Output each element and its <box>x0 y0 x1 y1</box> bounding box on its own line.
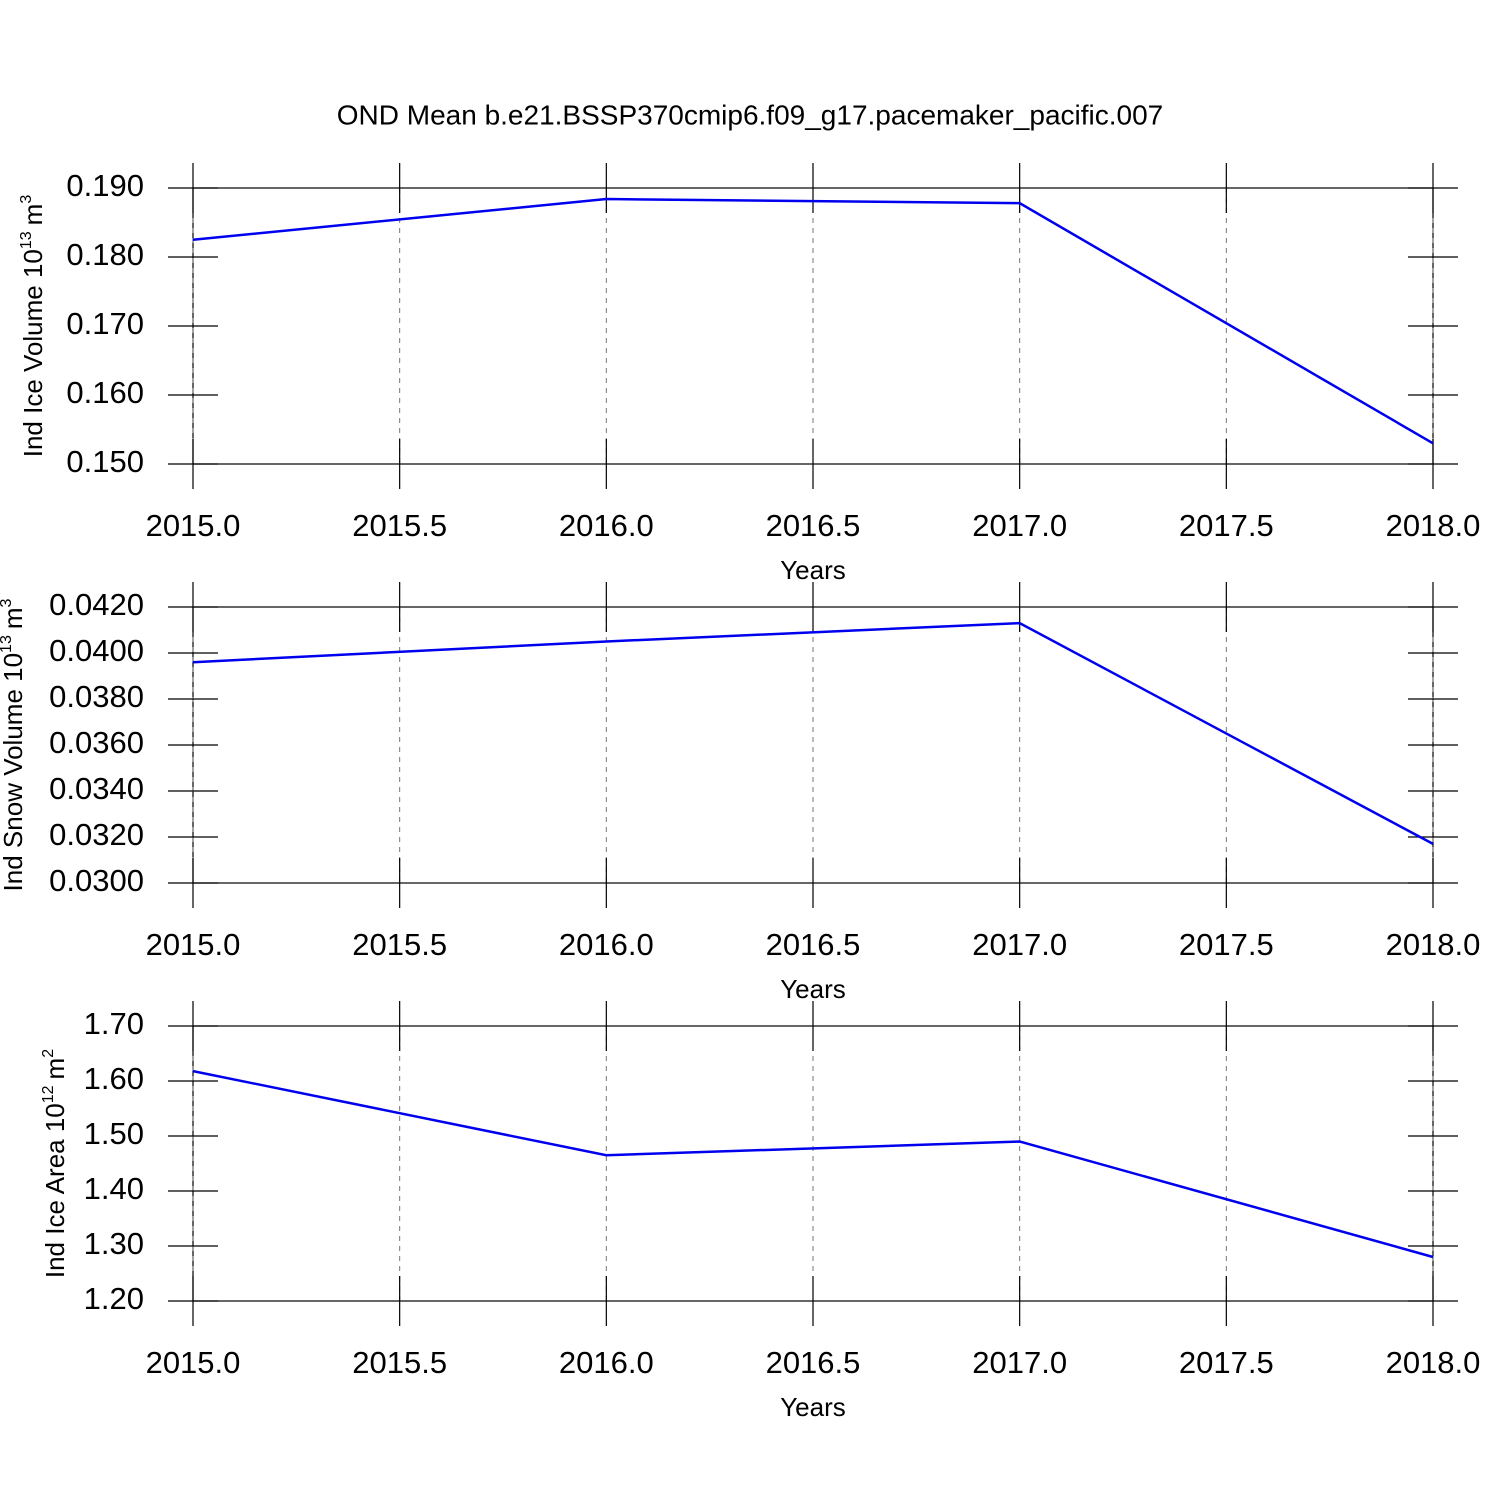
x-tick-label: 2016.5 <box>766 1345 861 1380</box>
data-line <box>192 197 1434 445</box>
y-axis-title-text: Ind Ice Volume 10 <box>18 249 48 457</box>
x-tick-label: 2017.5 <box>1179 927 1274 962</box>
x-tick-label: 2016.0 <box>559 927 654 962</box>
x-axis-title: Years <box>780 1392 846 1422</box>
y-tick-label: 0.0400 <box>49 633 144 668</box>
x-tick-label: 2015.5 <box>352 508 447 543</box>
y-tick-label: 0.150 <box>66 444 144 479</box>
x-tick-label: 2017.0 <box>972 927 1067 962</box>
x-tick-label: 2015.0 <box>146 1345 241 1380</box>
y-axis-title: Ind Ice Area 1012 m2 <box>40 1049 70 1278</box>
x-axis-title: Years <box>780 974 846 1004</box>
y-axis-title-unit: m <box>40 1058 70 1080</box>
x-axis-title: Years <box>780 555 846 585</box>
y-tick-label: 0.0420 <box>49 587 144 622</box>
y-tick-label: 0.0320 <box>49 817 144 852</box>
x-tick-label: 2017.0 <box>972 508 1067 543</box>
y-axis-title-exponent: 12 <box>40 1085 57 1103</box>
x-tick-label: 2018.0 <box>1386 1345 1481 1380</box>
y-axis-title-unit: m <box>0 607 28 629</box>
y-tick-label: 0.0380 <box>49 679 144 714</box>
y-tick-label: 1.30 <box>84 1226 144 1261</box>
y-axis-title-text: Ind Snow Volume 10 <box>0 653 28 892</box>
x-tick-label: 2016.5 <box>766 508 861 543</box>
x-tick-label: 2017.5 <box>1179 508 1274 543</box>
y-axis-title-unit: m <box>18 204 48 226</box>
y-axis-title-exponent: 13 <box>0 635 15 653</box>
x-tick-label: 2017.0 <box>972 1345 1067 1380</box>
y-tick-label: 1.20 <box>84 1281 144 1316</box>
y-tick-label: 0.190 <box>66 168 144 203</box>
y-axis-title-unit-exponent: 2 <box>40 1049 57 1058</box>
y-tick-label: 0.0300 <box>49 863 144 898</box>
x-tick-label: 2017.5 <box>1179 1345 1274 1380</box>
y-tick-label: 1.40 <box>84 1171 144 1206</box>
y-tick-label: 1.50 <box>84 1116 144 1151</box>
y-axis-title-text: Ind Ice Area 10 <box>40 1103 70 1278</box>
y-axis-title-unit-exponent: 3 <box>0 598 15 607</box>
y-tick-label: 0.0340 <box>49 771 144 806</box>
x-tick-label: 2018.0 <box>1386 508 1481 543</box>
x-tick-label: 2015.5 <box>352 1345 447 1380</box>
y-axis-title-unit-exponent: 3 <box>18 195 35 204</box>
x-tick-label: 2016.0 <box>559 1345 654 1380</box>
y-tick-label: 1.70 <box>84 1006 144 1041</box>
y-axis-title: Ind Ice Volume 1013 m3 <box>18 195 48 458</box>
data-line <box>192 621 1434 846</box>
x-tick-label: 2016.5 <box>766 927 861 962</box>
x-tick-label: 2015.0 <box>146 927 241 962</box>
y-tick-label: 0.170 <box>66 306 144 341</box>
data-line <box>192 1069 1434 1259</box>
chart-title: OND Mean b.e21.BSSP370cmip6.f09_g17.pace… <box>337 99 1164 130</box>
y-axis-title: Ind Snow Volume 1013 m3 <box>0 598 28 891</box>
x-tick-label: 2015.5 <box>352 927 447 962</box>
x-tick-label: 2018.0 <box>1386 927 1481 962</box>
y-tick-label: 0.180 <box>66 237 144 272</box>
y-tick-label: 1.60 <box>84 1061 144 1096</box>
x-tick-label: 2016.0 <box>559 508 654 543</box>
y-tick-label: 0.0360 <box>49 725 144 760</box>
x-tick-label: 2015.0 <box>146 508 241 543</box>
y-tick-label: 0.160 <box>66 375 144 410</box>
y-axis-title-exponent: 13 <box>18 231 35 249</box>
